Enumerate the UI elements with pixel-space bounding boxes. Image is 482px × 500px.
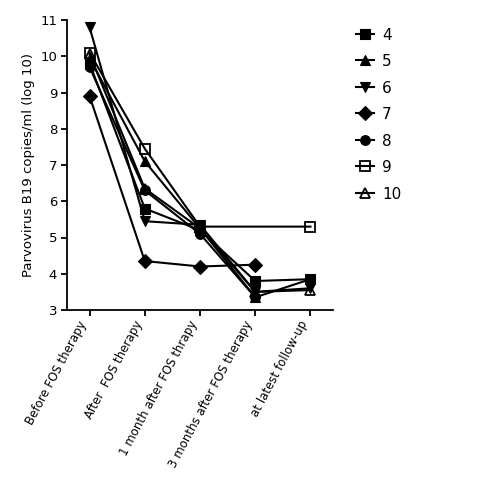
10 <box>87 52 93 58</box>
Line: 5: 5 <box>85 53 315 302</box>
5 <box>87 55 93 61</box>
6 <box>197 222 203 228</box>
5 <box>308 276 313 282</box>
Line: 9: 9 <box>85 48 315 232</box>
10 <box>253 289 258 295</box>
6 <box>87 24 93 30</box>
6 <box>142 218 147 224</box>
10 <box>197 226 203 232</box>
Line: 7: 7 <box>85 92 260 272</box>
Y-axis label: Parvovirus B19 copies/ml (log 10): Parvovirus B19 copies/ml (log 10) <box>22 53 35 277</box>
9 <box>87 50 93 56</box>
4 <box>197 227 203 233</box>
7 <box>253 262 258 268</box>
5 <box>142 158 147 164</box>
6 <box>308 285 313 291</box>
8 <box>142 188 147 194</box>
8 <box>197 231 203 237</box>
8 <box>253 294 258 300</box>
Line: 8: 8 <box>85 62 260 302</box>
Line: 4: 4 <box>85 58 315 286</box>
5 <box>253 294 258 300</box>
Legend: 4, 5, 6, 7, 8, 9, 10: 4, 5, 6, 7, 8, 9, 10 <box>356 28 402 202</box>
10 <box>308 287 313 293</box>
9 <box>142 146 147 152</box>
4 <box>308 276 313 282</box>
4 <box>142 206 147 212</box>
7 <box>142 258 147 264</box>
4 <box>253 278 258 284</box>
6 <box>253 289 258 295</box>
4 <box>87 60 93 66</box>
9 <box>197 224 203 230</box>
Line: 10: 10 <box>85 50 315 296</box>
7 <box>87 93 93 99</box>
8 <box>87 64 93 70</box>
7 <box>197 264 203 270</box>
9 <box>308 224 313 230</box>
10 <box>142 186 147 192</box>
Line: 6: 6 <box>85 22 315 296</box>
5 <box>197 226 203 232</box>
